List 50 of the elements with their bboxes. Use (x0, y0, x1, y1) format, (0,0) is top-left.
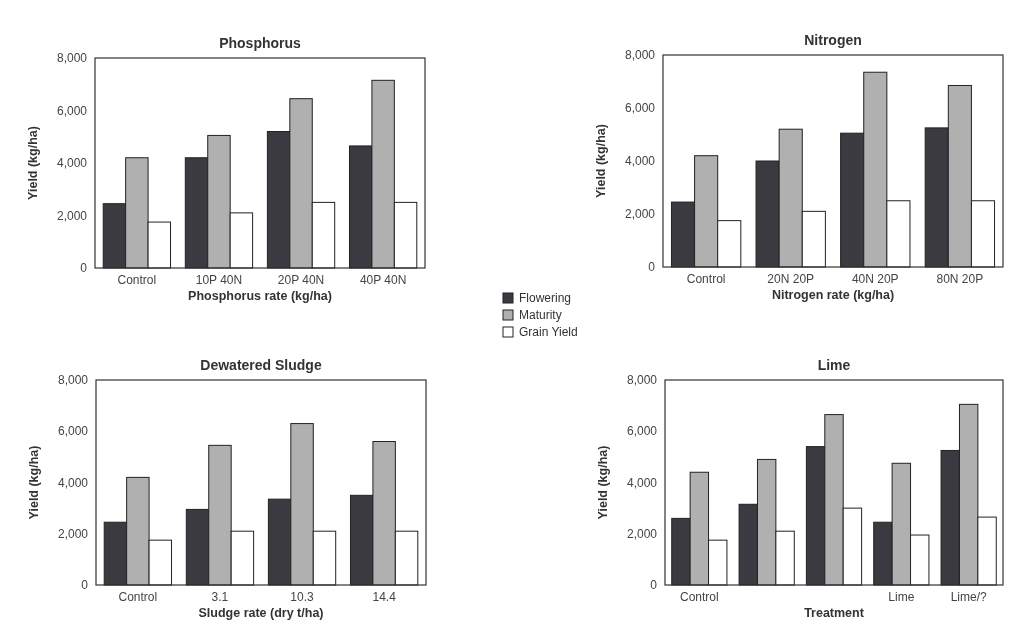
x-tick-label: 40P 40N (359, 273, 407, 287)
y-tick-label: 0 (81, 578, 89, 593)
y-tick-label: 2,000 (626, 526, 658, 541)
x-axis-title: Sludge rate (dry t/ha) (198, 606, 324, 620)
y-tick-label: 2,000 (57, 526, 89, 541)
y-tick-label: 8,000 (56, 51, 88, 66)
legend-label: Maturity (519, 308, 562, 323)
y-tick-label: 2,000 (624, 207, 656, 222)
x-tick-label: Lime/? (950, 590, 987, 604)
y-tick-label: 4,000 (626, 475, 658, 490)
y-tick-label: 6,000 (56, 103, 88, 118)
legend-label: Grain Yield (519, 325, 578, 340)
x-tick-label: 3.1 (211, 590, 229, 604)
chart-title: Nitrogen (804, 32, 862, 48)
x-tick-label: 10.3 (290, 590, 315, 604)
x-tick-label: 40N 20P (851, 272, 899, 286)
y-axis-title: Yield (kg/ha) (27, 445, 41, 520)
x-tick-label: 14.4 (372, 590, 397, 604)
y-tick-label: 0 (650, 578, 658, 593)
y-tick-label: 4,000 (624, 154, 656, 169)
y-tick-label: 4,000 (56, 156, 88, 171)
y-tick-label: 2,000 (56, 208, 88, 223)
x-tick-label: 20N 20P (767, 272, 815, 286)
y-axis-title: Yield (kg/ha) (26, 126, 40, 200)
y-tick-label: 8,000 (624, 48, 656, 63)
x-tick-label: 20P 40N (277, 273, 325, 287)
legend-label: Flowering (519, 291, 572, 306)
chart-title: Lime (817, 357, 851, 373)
x-axis-title: Nitrogen rate (kg/ha) (771, 288, 895, 302)
x-axis-title: Treatment (804, 606, 865, 620)
y-tick-label: 8,000 (57, 373, 89, 388)
y-axis-title: Yield (kg/ha) (596, 445, 610, 520)
y-tick-label: 0 (80, 261, 88, 276)
chart-title: Dewatered Sludge (200, 357, 322, 373)
x-tick-label: Control (117, 273, 157, 287)
x-tick-label: Control (686, 272, 726, 286)
x-tick-label: Control (118, 590, 158, 604)
x-tick-label: Lime (888, 590, 915, 604)
chart-title: Phosphorus (219, 35, 302, 51)
x-tick-label: 80N 20P (936, 272, 984, 286)
y-tick-label: 6,000 (626, 424, 658, 439)
y-tick-label: 0 (648, 260, 656, 275)
y-tick-label: 6,000 (57, 424, 89, 439)
y-tick-label: 4,000 (57, 475, 89, 490)
x-tick-label: Control (679, 590, 719, 604)
x-axis-title: Phosphorus rate (kg/ha) (188, 289, 332, 303)
y-tick-label: 6,000 (624, 101, 656, 116)
y-tick-label: 8,000 (626, 373, 658, 388)
x-tick-label: 10P 40N (195, 273, 243, 287)
y-axis-title: Yield (kg/ha) (594, 124, 608, 198)
